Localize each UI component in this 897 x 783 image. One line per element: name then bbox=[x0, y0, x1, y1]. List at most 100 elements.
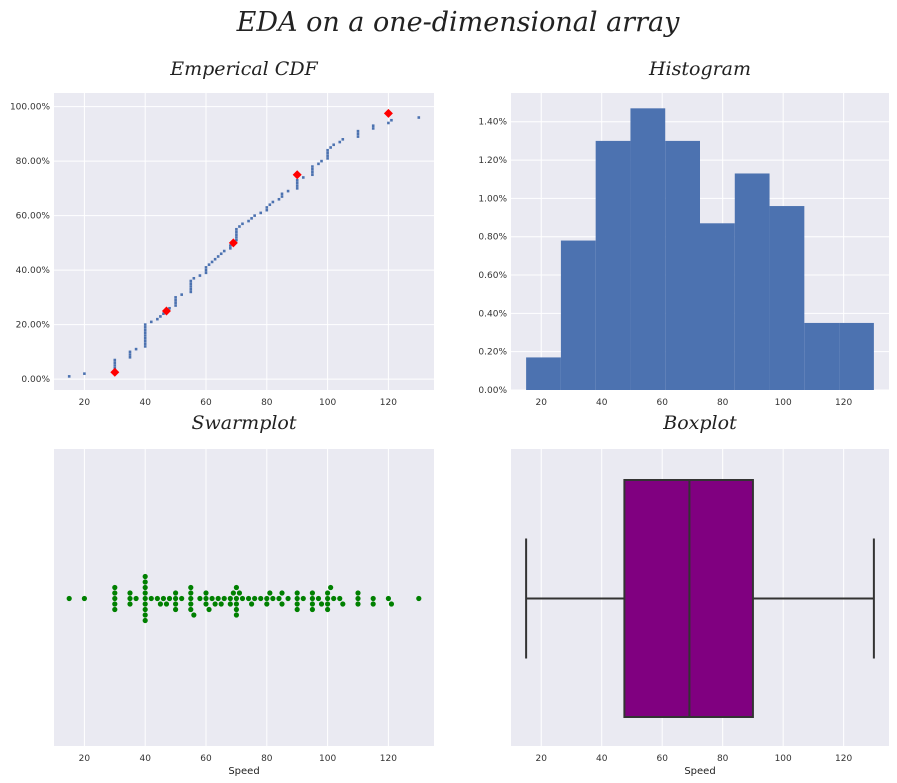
ecdf-point bbox=[356, 132, 360, 136]
swarmplot-point bbox=[142, 617, 148, 624]
ecdf-point bbox=[174, 298, 177, 302]
ecdf-point bbox=[229, 247, 232, 250]
boxplot-xtick-label: 100 bbox=[775, 754, 792, 764]
ecdf-point bbox=[326, 148, 329, 152]
ecdf-point bbox=[198, 274, 202, 277]
ecdf-ytick-label: 100.00% bbox=[10, 103, 50, 113]
histogram-title: Histogram bbox=[648, 58, 751, 80]
ecdf-point bbox=[235, 236, 238, 239]
ecdf-ytick-label: 80.00% bbox=[16, 157, 51, 167]
ecdf-point bbox=[174, 304, 177, 307]
ecdf-points bbox=[67, 116, 421, 378]
ecdf-point bbox=[174, 301, 177, 305]
ecdf-point bbox=[338, 140, 342, 144]
ecdf-point bbox=[235, 238, 238, 242]
boxplot-panel: Boxplot Speed 20 40 60 80 100 120 bbox=[511, 412, 889, 777]
ecdf-point bbox=[174, 296, 177, 299]
swarmplot-point bbox=[203, 590, 209, 596]
swarmplot-point bbox=[157, 601, 163, 607]
ecdf-point bbox=[311, 165, 314, 168]
swarmplot-point bbox=[325, 590, 331, 596]
ecdf-xtick-label: 100 bbox=[319, 398, 336, 408]
ecdf-point bbox=[301, 176, 305, 179]
ecdf-point bbox=[259, 211, 263, 215]
swarmplot-point bbox=[112, 590, 118, 596]
swarmplot-point bbox=[239, 595, 246, 602]
ecdf-point bbox=[204, 271, 208, 275]
boxplot-xtick-label: 20 bbox=[536, 754, 548, 764]
swarmplot-point bbox=[318, 601, 325, 607]
ecdf-point bbox=[159, 315, 162, 318]
histogram-bar bbox=[734, 173, 770, 390]
swarmplot-point bbox=[173, 595, 179, 602]
swarmplot-xtick-label: 60 bbox=[200, 754, 212, 764]
histogram-xtick-label: 20 bbox=[536, 398, 548, 408]
ecdf-point bbox=[143, 328, 147, 332]
swarmplot-xtick-label: 100 bbox=[319, 754, 336, 764]
ecdf-title: Emperical CDF bbox=[169, 58, 318, 80]
ecdf-ytick-label: 40.00% bbox=[16, 266, 51, 276]
ecdf-point bbox=[326, 157, 329, 160]
swarmplot-point bbox=[388, 601, 395, 607]
swarmplot-point bbox=[215, 595, 221, 602]
ecdf-point bbox=[216, 255, 220, 258]
histogram-ytick-label: 1.40% bbox=[478, 118, 507, 128]
ecdf-point bbox=[207, 263, 211, 266]
ecdf-point bbox=[219, 252, 223, 256]
ecdf-point bbox=[247, 219, 250, 223]
histogram-panel: Histogram 20 40 60 80 100 120 0.00% 0.20% 0.40% 0… bbox=[478, 58, 889, 408]
ecdf-point bbox=[371, 127, 375, 130]
swarmplot-point bbox=[416, 595, 422, 602]
swarmplot-point bbox=[142, 595, 148, 602]
ecdf-point bbox=[113, 361, 117, 365]
histogram-xtick-label: 60 bbox=[656, 398, 668, 408]
histogram-bar bbox=[839, 322, 874, 390]
ecdf-point bbox=[387, 121, 390, 125]
ecdf-point bbox=[222, 249, 226, 253]
ecdf-point bbox=[295, 184, 299, 187]
swarmplot-point bbox=[166, 595, 173, 602]
swarmplot-point bbox=[285, 595, 291, 602]
swarmplot-xlabel: Speed bbox=[228, 766, 259, 777]
histogram-ytick-label: 1.20% bbox=[478, 156, 507, 166]
swarmplot-point bbox=[236, 590, 243, 596]
swarmplot-point bbox=[249, 601, 255, 607]
swarmplot-point bbox=[209, 595, 215, 602]
ecdf-point bbox=[143, 326, 147, 329]
boxplot-xtick-label: 120 bbox=[835, 754, 852, 764]
swarmplot-point bbox=[203, 595, 209, 602]
ecdf-point bbox=[311, 173, 314, 177]
ecdf-point bbox=[356, 135, 360, 138]
histogram-bar bbox=[665, 140, 700, 390]
swarmplot-point bbox=[179, 595, 185, 602]
ecdf-point bbox=[341, 138, 345, 141]
swarmplot-point bbox=[188, 584, 194, 591]
swarmplot-point bbox=[81, 595, 87, 602]
swarmplot-point bbox=[227, 601, 233, 607]
swarmplot-point bbox=[252, 595, 258, 602]
swarmplot-point bbox=[148, 595, 154, 602]
ecdf-ytick-label: 0.00% bbox=[21, 375, 50, 385]
ecdf-xtick-label: 20 bbox=[79, 398, 91, 408]
swarmplot-point bbox=[142, 590, 148, 596]
swarmplot-point bbox=[309, 590, 315, 596]
ecdf-point bbox=[235, 233, 238, 236]
boxplot-title: Boxplot bbox=[662, 412, 737, 434]
swarmplot-point bbox=[112, 606, 118, 613]
swarmplot-point bbox=[221, 595, 227, 602]
histogram-ytick-label: 0.40% bbox=[478, 309, 507, 319]
ecdf-point bbox=[134, 347, 138, 351]
ecdf-point bbox=[280, 192, 284, 196]
ecdf-grid bbox=[54, 93, 434, 390]
ecdf-plot-area bbox=[54, 93, 434, 390]
swarmplot-point bbox=[197, 595, 203, 602]
ecdf-point bbox=[320, 159, 323, 163]
ecdf-point bbox=[83, 372, 86, 375]
ecdf-point bbox=[204, 268, 208, 272]
swarmplot-point bbox=[279, 601, 285, 607]
boxplot-xtick-label: 60 bbox=[656, 754, 668, 764]
ecdf-point bbox=[268, 203, 272, 207]
swarmplot-point bbox=[233, 606, 239, 613]
swarmplot-point bbox=[276, 595, 282, 602]
swarmplot-point bbox=[142, 612, 148, 618]
